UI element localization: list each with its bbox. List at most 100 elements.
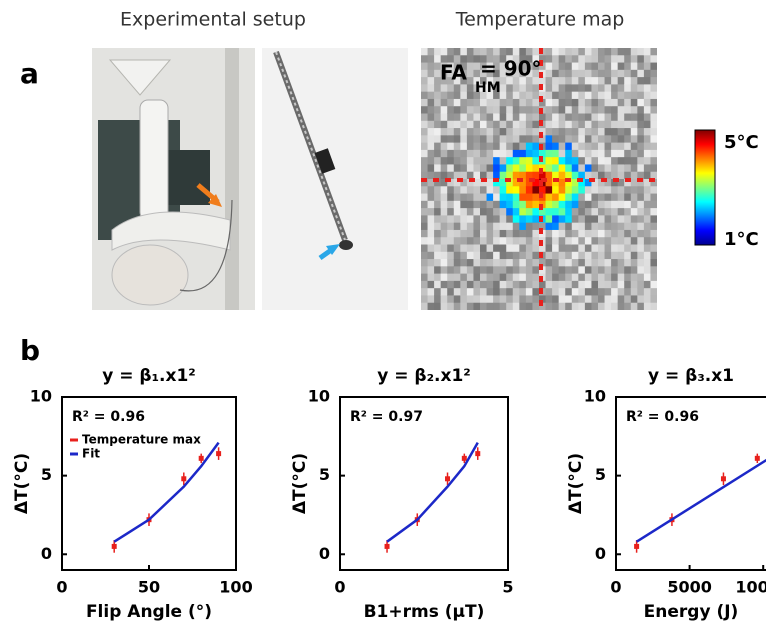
map-pixel xyxy=(453,200,461,209)
map-pixel xyxy=(440,142,448,151)
map-pixel xyxy=(506,193,514,202)
map-pixel xyxy=(558,135,566,144)
map-pixel xyxy=(565,200,573,209)
map-pixel xyxy=(650,120,657,129)
map-pixel xyxy=(650,149,657,158)
map-pixel xyxy=(447,222,455,231)
map-pixel xyxy=(447,106,455,114)
fit-line xyxy=(635,458,766,543)
map-pixel xyxy=(624,186,632,195)
map-pixel xyxy=(611,266,619,275)
map-pixel xyxy=(650,62,657,71)
map-pixel xyxy=(604,237,612,245)
map-pixel xyxy=(427,142,435,151)
map-pixel xyxy=(519,186,527,195)
map-pixel xyxy=(643,302,651,310)
map-pixel xyxy=(617,171,625,180)
map-pixel xyxy=(584,237,592,245)
map-pixel xyxy=(532,186,540,195)
map-pixel xyxy=(512,171,520,180)
map-pixel xyxy=(532,77,540,85)
map-pixel xyxy=(617,222,625,231)
map-pixel xyxy=(578,237,586,245)
map-pixel xyxy=(512,244,520,253)
map-pixel xyxy=(525,186,533,195)
map-pixel xyxy=(552,288,560,296)
map-pixel xyxy=(637,251,645,260)
map-pixel xyxy=(473,98,481,107)
map-pixel xyxy=(630,273,638,282)
map-pixel xyxy=(512,251,520,260)
data-point xyxy=(198,455,204,461)
map-pixel xyxy=(453,149,461,158)
y-tick-label: 5 xyxy=(41,465,52,484)
data-point xyxy=(181,476,187,482)
map-pixel xyxy=(630,222,638,231)
map-pixel xyxy=(466,149,474,158)
map-pixel xyxy=(578,62,586,71)
map-pixel xyxy=(545,193,553,202)
map-pixel xyxy=(637,244,645,253)
map-pixel xyxy=(617,266,625,275)
map-pixel xyxy=(447,266,455,275)
map-pixel xyxy=(460,113,468,122)
map-pixel xyxy=(473,135,481,144)
map-pixel xyxy=(584,295,592,304)
map-pixel xyxy=(598,106,606,114)
map-pixel xyxy=(499,259,507,267)
map-pixel xyxy=(571,128,579,136)
map-pixel xyxy=(611,157,619,165)
map-pixel xyxy=(519,237,527,245)
map-pixel xyxy=(604,106,612,114)
map-pixel xyxy=(617,164,625,173)
map-pixel xyxy=(512,48,520,56)
map-pixel xyxy=(584,215,592,224)
map-pixel xyxy=(571,244,579,253)
map-pixel xyxy=(539,266,547,275)
map-pixel xyxy=(427,157,435,165)
map-pixel xyxy=(466,142,474,151)
map-pixel xyxy=(545,55,553,64)
map-pixel xyxy=(447,77,455,85)
map-pixel xyxy=(552,142,560,151)
map-pixel xyxy=(571,135,579,144)
map-pixel xyxy=(584,186,592,195)
map-pixel xyxy=(571,186,579,195)
map-pixel xyxy=(486,98,494,107)
map-pixel xyxy=(499,128,507,136)
map-pixel xyxy=(598,48,606,56)
map-pixel xyxy=(571,259,579,267)
map-pixel xyxy=(486,113,494,122)
map-pixel xyxy=(427,135,435,144)
map-pixel xyxy=(506,55,514,64)
map-pixel xyxy=(637,259,645,267)
map-pixel xyxy=(434,149,442,158)
map-pixel xyxy=(591,288,599,296)
map-pixel xyxy=(617,302,625,310)
map-pixel xyxy=(578,84,586,93)
map-pixel xyxy=(427,266,435,275)
map-pixel xyxy=(532,222,540,231)
map-pixel xyxy=(506,106,514,114)
map-pixel xyxy=(637,120,645,129)
map-pixel xyxy=(578,135,586,144)
map-pixel xyxy=(499,149,507,158)
map-pixel xyxy=(532,120,540,129)
map-pixel xyxy=(539,295,547,304)
map-pixel xyxy=(519,142,527,151)
map-pixel xyxy=(624,193,632,202)
map-pixel xyxy=(447,295,455,304)
map-pixel xyxy=(591,120,599,129)
map-pixel xyxy=(460,259,468,267)
map-pixel xyxy=(558,48,566,56)
map-pixel xyxy=(532,237,540,245)
map-pixel xyxy=(539,113,547,122)
map-pixel xyxy=(453,98,461,107)
map-pixel xyxy=(558,186,566,195)
map-pixel xyxy=(460,288,468,296)
map-pixel xyxy=(453,229,461,238)
map-pixel xyxy=(453,215,461,224)
map-pixel xyxy=(558,106,566,114)
setup-photo xyxy=(92,48,255,310)
map-pixel xyxy=(440,295,448,304)
